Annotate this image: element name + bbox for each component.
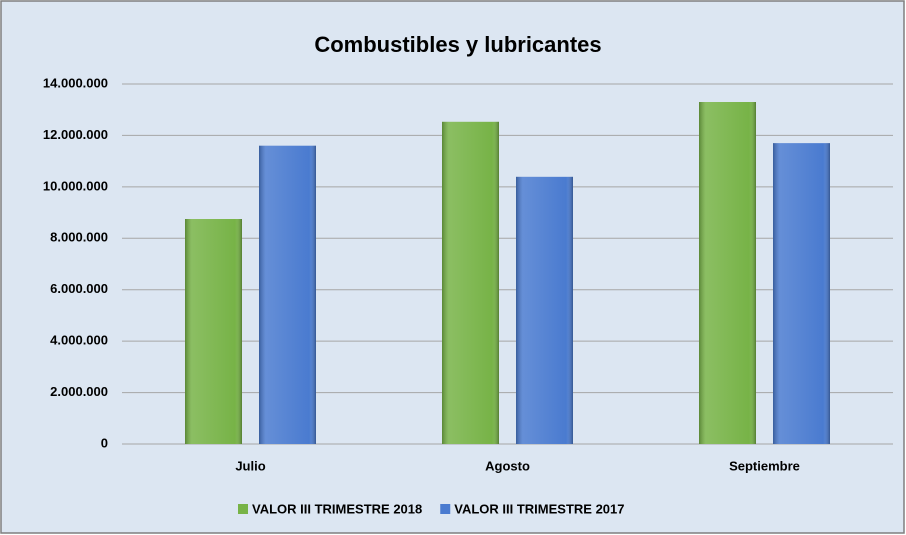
y-tick-label: 0 [101,435,108,450]
bar [185,219,242,444]
x-tick-label: Septiembre [729,458,800,473]
bar [699,102,756,444]
bar [442,121,499,445]
legend-label: VALOR III TRIMESTRE 2017 [454,501,624,516]
legend-swatch [440,504,451,514]
y-tick-label: 8.000.000 [50,230,108,245]
bar [516,176,573,445]
y-tick-label: 14.000.000 [43,75,108,90]
y-tick-label: 10.000.000 [43,178,108,193]
y-tick-label: 12.000.000 [43,127,108,142]
legend-label: VALOR III TRIMESTRE 2018 [252,501,422,516]
bar [259,145,316,444]
y-tick-label: 6.000.000 [50,281,108,296]
x-tick-label: Agosto [485,458,530,473]
bar [773,143,830,444]
y-tick-label: 4.000.000 [50,333,108,348]
chart-title: Combustibles y lubricantes [314,32,601,57]
legend-swatch [238,504,248,514]
y-tick-label: 2.000.000 [50,384,108,399]
x-tick-label: Julio [235,458,265,473]
